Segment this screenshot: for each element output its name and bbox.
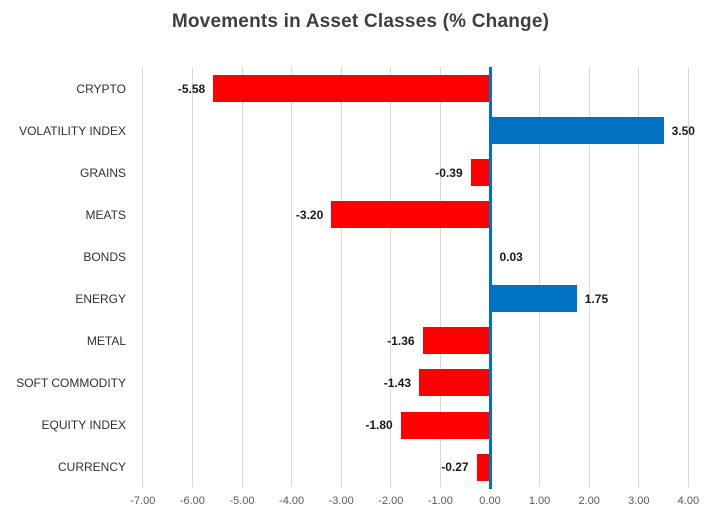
gridline bbox=[241, 67, 243, 487]
gridline bbox=[340, 67, 342, 487]
bar-metal bbox=[422, 327, 490, 355]
value-label-currency: -0.27 bbox=[441, 460, 469, 475]
category-label-currency: CURRENCY bbox=[57, 460, 126, 475]
category-label-grains: GRAINS bbox=[79, 165, 126, 180]
x-axis-tick-label: -3.00 bbox=[328, 495, 354, 507]
category-label-equity-index: EQUITY INDEX bbox=[41, 418, 126, 433]
x-axis-tick-label: -6.00 bbox=[179, 495, 205, 507]
x-axis-tick-label: -2.00 bbox=[378, 495, 404, 507]
bar-crypto bbox=[213, 75, 490, 102]
gridline bbox=[439, 67, 441, 487]
x-axis-tick-label: 0.00 bbox=[479, 495, 501, 507]
value-label-equity-index: -1.80 bbox=[365, 418, 393, 433]
zero-axis-line bbox=[488, 67, 492, 489]
gridline bbox=[588, 67, 590, 487]
value-label-crypto: -5.58 bbox=[177, 81, 206, 96]
x-axis-tick-label: -4.00 bbox=[279, 495, 305, 507]
bar-grains bbox=[470, 159, 490, 187]
gridline bbox=[390, 67, 392, 487]
bar-equity-index bbox=[400, 411, 490, 439]
category-label-meats: MEATS bbox=[85, 207, 126, 222]
category-label-energy: ENERGY bbox=[75, 291, 126, 306]
category-label-bonds: BONDS bbox=[83, 249, 126, 264]
x-axis-tick-label: 1.00 bbox=[528, 495, 551, 507]
gridline bbox=[539, 67, 541, 487]
bar-currency bbox=[476, 453, 490, 481]
value-label-metal: -1.36 bbox=[387, 333, 415, 348]
x-axis-tick-label: -5.00 bbox=[229, 495, 255, 507]
gridline bbox=[291, 67, 293, 487]
value-label-volatility-index: 3.50 bbox=[671, 123, 695, 138]
x-axis-tick-label: -7.00 bbox=[130, 495, 156, 507]
value-label-meats: -3.20 bbox=[295, 207, 324, 222]
chart-title: Movements in Asset Classes (% Change) bbox=[171, 11, 550, 32]
category-label-crypto: CRYPTO bbox=[76, 81, 126, 96]
gridline bbox=[687, 67, 689, 487]
bar-volatility-index bbox=[490, 117, 664, 145]
gridline bbox=[638, 67, 640, 487]
x-axis-tick-label: 4.00 bbox=[677, 495, 700, 507]
value-label-soft-commodity: -1.43 bbox=[383, 375, 412, 390]
x-axis-tick-label: 2.00 bbox=[578, 495, 600, 507]
gridline bbox=[142, 67, 144, 487]
value-label-bonds: 0.03 bbox=[499, 249, 523, 264]
bar-meats bbox=[331, 201, 490, 229]
category-label-soft-commodity: SOFT COMMODITY bbox=[16, 375, 126, 390]
bar-soft-commodity bbox=[419, 369, 490, 397]
bar-energy bbox=[490, 285, 577, 313]
value-label-grains: -0.39 bbox=[435, 165, 463, 180]
value-label-energy: 1.75 bbox=[584, 291, 609, 306]
x-axis-tick-label: -1.00 bbox=[427, 495, 453, 507]
category-label-volatility-index: VOLATILITY INDEX bbox=[19, 123, 126, 138]
gridline bbox=[191, 67, 193, 487]
x-axis-tick-label: 3.00 bbox=[628, 495, 650, 507]
category-label-metal: METAL bbox=[86, 333, 126, 348]
